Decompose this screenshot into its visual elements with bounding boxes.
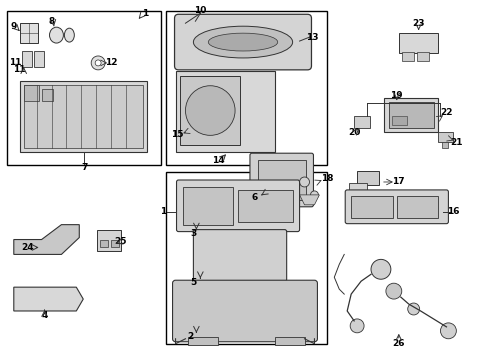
Circle shape [299,177,309,187]
Bar [100,239,108,247]
Bar [416,52,427,61]
Bar [24,85,39,100]
Bar [391,116,406,125]
Text: 9: 9 [11,22,17,31]
Bar [183,187,233,225]
Text: 20: 20 [347,128,360,137]
Text: 10: 10 [194,6,206,15]
Polygon shape [14,287,83,311]
Bar [21,51,32,67]
Bar [438,132,452,142]
Text: 7: 7 [81,163,87,172]
Text: 11: 11 [9,58,22,67]
Text: 24: 24 [21,243,34,252]
Circle shape [310,191,318,199]
Circle shape [407,303,419,315]
Bar [356,171,378,185]
Text: 17: 17 [392,177,404,186]
Text: 14: 14 [211,156,224,165]
Text: 1: 1 [142,9,147,18]
Bar [165,11,326,165]
Polygon shape [299,195,319,205]
FancyBboxPatch shape [193,230,286,281]
Text: 22: 22 [439,108,452,117]
Text: 1: 1 [160,207,166,216]
Bar [175,71,274,152]
Bar [7,11,161,165]
Bar [20,81,146,152]
Bar [238,190,292,222]
Text: 12: 12 [104,58,117,67]
Bar [398,33,438,53]
Bar [396,196,438,218]
FancyBboxPatch shape [172,280,317,342]
Circle shape [91,56,105,70]
Text: 15: 15 [171,130,183,139]
Text: 5: 5 [190,278,196,287]
Polygon shape [14,225,79,255]
Ellipse shape [208,33,277,51]
Text: 11: 11 [14,66,26,75]
Ellipse shape [49,27,63,43]
Text: 3: 3 [190,229,196,238]
Text: 23: 23 [411,19,424,28]
Bar [111,239,119,247]
Text: 19: 19 [390,91,402,100]
Ellipse shape [193,26,292,58]
Text: 16: 16 [446,207,459,216]
Ellipse shape [64,28,74,42]
Bar [257,160,305,200]
FancyBboxPatch shape [174,14,311,70]
Bar [388,102,433,129]
Bar [401,52,413,61]
FancyBboxPatch shape [249,153,313,207]
Text: 18: 18 [321,174,333,183]
Circle shape [95,60,101,66]
Bar [348,183,366,195]
Bar [383,98,438,132]
Bar [274,337,304,345]
Bar [188,337,218,345]
Text: 6: 6 [251,193,258,202]
Circle shape [440,323,455,339]
FancyBboxPatch shape [345,190,447,224]
Bar [41,89,53,100]
Text: 25: 25 [115,237,127,246]
Bar [180,76,240,145]
Text: 4: 4 [41,311,48,320]
Text: 2: 2 [187,332,193,341]
Circle shape [370,260,390,279]
Bar [34,51,43,67]
Text: 13: 13 [305,33,318,42]
Bar [353,117,369,129]
Text: 26: 26 [392,339,404,348]
Text: 21: 21 [449,138,462,147]
Bar [24,85,142,148]
Bar [97,230,121,251]
Bar [165,172,326,344]
FancyBboxPatch shape [176,180,299,231]
Bar [442,142,447,148]
Circle shape [349,319,364,333]
Bar [20,23,38,43]
Circle shape [385,283,401,299]
Text: 8: 8 [48,17,55,26]
Ellipse shape [185,86,235,135]
Bar [350,196,392,218]
